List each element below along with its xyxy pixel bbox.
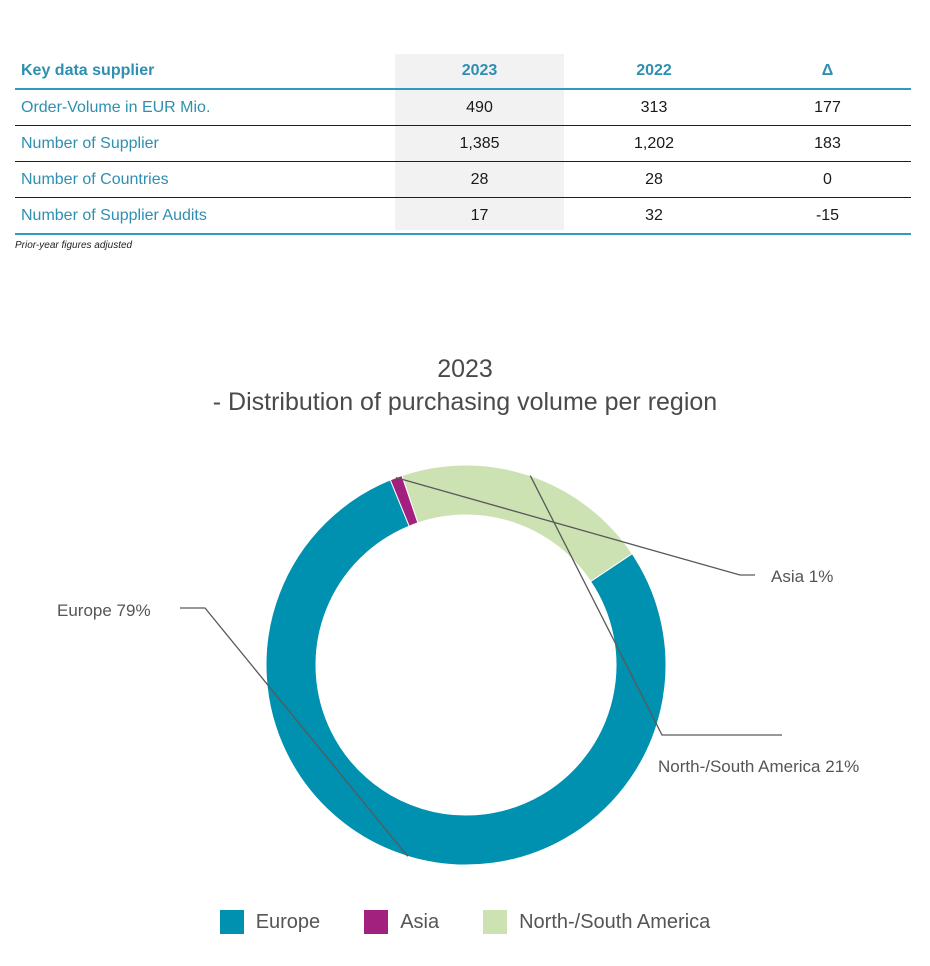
cell-2023: 1,385 xyxy=(459,134,500,152)
row-label: Number of Supplier Audits xyxy=(21,206,207,224)
table-footnote: Prior-year figures adjusted xyxy=(15,240,133,251)
chart-title-year: 2023 xyxy=(437,355,493,383)
cell-delta: 183 xyxy=(814,134,841,152)
header-delta: Δ xyxy=(821,62,834,79)
table-row: Number of Countries 28 28 0 xyxy=(15,162,911,198)
cell-2022: 313 xyxy=(640,98,668,116)
row-label: Order-Volume in EUR Mio. xyxy=(21,98,211,116)
cell-2022: 32 xyxy=(645,206,663,224)
legend-item-americas: North-/South America xyxy=(483,910,710,934)
legend-swatch-asia xyxy=(364,910,389,934)
cell-delta: -15 xyxy=(815,206,840,224)
legend-swatch-europe xyxy=(219,910,244,934)
legend-label-americas: North-/South America xyxy=(519,910,711,933)
header-key-data: Key data supplier xyxy=(21,62,155,79)
legend-label-asia: Asia xyxy=(400,910,440,933)
legend-item-europe: Europe xyxy=(219,910,321,934)
cell-2023: 17 xyxy=(470,206,489,224)
leader-line-asia xyxy=(395,476,755,576)
row-label: Number of Countries xyxy=(21,170,169,188)
table-row: Order-Volume in EUR Mio. 490 313 177 xyxy=(15,90,911,126)
cell-delta: 0 xyxy=(823,170,832,188)
row-label: Number of Supplier xyxy=(21,134,159,152)
highlight-column-2023 xyxy=(395,54,564,230)
cell-2022: 28 xyxy=(645,170,663,188)
leader-line-americas xyxy=(529,475,782,736)
header-2022: 2022 xyxy=(636,62,672,79)
legend-swatch-americas xyxy=(483,910,508,934)
legend-item-asia: Asia xyxy=(364,910,439,934)
cell-2022: 1,202 xyxy=(633,134,675,152)
cell-2023: 28 xyxy=(470,170,489,188)
key-data-table: Key data supplier 2023 2022 Δ Order-Volu… xyxy=(15,54,911,235)
chart-title: - Distribution of purchasing volume per … xyxy=(212,388,718,416)
data-label-europe: Europe 79% xyxy=(57,601,151,620)
chart-legend: Europe Asia North-/South America xyxy=(0,910,930,934)
slice-americas xyxy=(401,464,633,583)
data-label-asia: Asia 1% xyxy=(771,567,833,586)
cell-2023: 490 xyxy=(466,98,493,116)
table-header-row: Key data supplier 2023 2022 Δ xyxy=(15,54,911,90)
leader-line-europe xyxy=(180,607,409,857)
header-2023: 2023 xyxy=(461,62,498,79)
table-row: Number of Supplier Audits 17 32 -15 xyxy=(15,198,911,235)
cell-delta: 177 xyxy=(814,98,841,116)
slice-europe xyxy=(265,479,667,866)
table-row: Number of Supplier 1,385 1,202 183 xyxy=(15,126,911,162)
data-label-americas: North-/South America 21% xyxy=(658,757,859,776)
legend-label-europe: Europe xyxy=(255,910,321,933)
